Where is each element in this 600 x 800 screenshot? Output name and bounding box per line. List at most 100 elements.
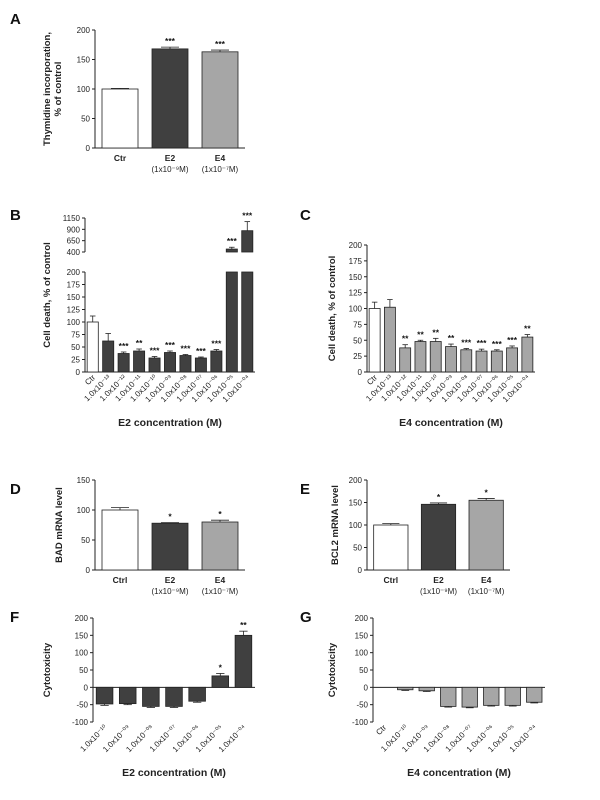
panel-b-xlabel: E2 concentration (M) — [118, 417, 222, 429]
panel-a-category-sublabel: (1x10⁻⁷M) — [202, 165, 239, 174]
panel-e-ytick-label: 150 — [349, 499, 363, 508]
panel-e: E 0 50 100 150 200 Ctrl * E2 (1x10⁻⁹M) * E4 (1x10⁻⁷… — [300, 476, 510, 596]
panel-f-ytick-label: 0 — [84, 683, 89, 692]
panel-b-significance: *** — [227, 236, 238, 246]
panel-d-category-sublabel: (1x10⁻⁷M) — [202, 587, 239, 596]
panel-b-significance: ** — [136, 338, 143, 348]
panel-e-letter: E — [300, 481, 310, 498]
panel-c-ylabel: Cell death, % of control — [327, 256, 338, 362]
panel-a-ytick-label: 150 — [77, 56, 91, 65]
panel-f-bar — [142, 686, 160, 707]
panel-b-ytick-label: 25 — [71, 356, 80, 365]
panel-a-ytick-label: 200 — [77, 26, 91, 35]
panel-d-category-label: Ctrl — [113, 575, 128, 585]
panel-f-bar — [95, 686, 114, 705]
panel-c-significance: *** — [477, 338, 488, 348]
panel-b-significance: *** — [211, 339, 222, 349]
panel-b-ytick-label: 125 — [67, 306, 81, 315]
panel-c-significance: *** — [461, 338, 472, 348]
panel-c-ytick-label: 0 — [358, 368, 363, 377]
panel-b-significance: *** — [150, 346, 161, 356]
panel-f-xlabel: E2 concentration (M) — [122, 767, 226, 779]
panel-d-ytick-label: 50 — [81, 536, 90, 545]
panel-f-bar — [188, 686, 206, 702]
panel-b-bar — [86, 321, 99, 373]
panel-b-bar — [148, 357, 161, 373]
panel-f-ytick-label: 200 — [75, 614, 89, 623]
panel-b-ylabel: Cell death, % of control — [42, 242, 53, 348]
panel-g-bar — [418, 686, 435, 692]
panel-b-ytick-label: 75 — [71, 331, 80, 340]
panel-a-ytick-label: 0 — [86, 144, 91, 153]
panel-d-category-label: E2 — [165, 575, 176, 585]
panel-c-significance: ** — [432, 327, 439, 337]
panel-e-category-label: E2 — [433, 575, 444, 585]
panel-b-bar — [210, 350, 223, 373]
panel-b-ytick-label: 0 — [76, 368, 81, 377]
panel-c-bar — [445, 346, 457, 373]
panel-a-bar — [201, 51, 239, 149]
panel-d-ytick-label: 100 — [77, 506, 91, 515]
panel-b-bar — [133, 350, 146, 373]
panel-c-bar — [460, 349, 473, 373]
panel-b-bar-upper — [225, 248, 238, 253]
panel-a-category-label: E2 — [165, 153, 176, 163]
panel-e-plot: 0 50 100 150 200 Ctrl * E2 (1x10⁻⁹M) * E4 (1x10⁻⁷M)… — [330, 476, 510, 596]
panel-g-ytick-label: -100 — [352, 718, 369, 727]
panel-e-bar — [420, 503, 457, 571]
panel-b: B 02550751001251501752004006509001150Ctr… — [10, 207, 255, 429]
panel-g: G -100-50050100150200Ctr1.0x10⁻¹⁰1.0x10⁻… — [300, 609, 545, 779]
panel-b-ytick-label: 400 — [67, 248, 81, 257]
panel-b-significance: *** — [196, 346, 207, 356]
panel-g-xlabel: E4 concentration (M) — [407, 767, 511, 779]
panel-d-bar — [151, 522, 189, 571]
panel-f-bar — [234, 634, 253, 688]
panel-c-ytick-label: 25 — [353, 352, 362, 361]
panel-d-ylabel: BAD mRNA level — [54, 487, 65, 563]
panel-b-significance: *** — [165, 340, 176, 350]
panel-a-letter: A — [10, 11, 21, 28]
panel-a-bar — [151, 48, 189, 149]
panel-f-significance: * — [219, 662, 223, 672]
panel-a-significance: *** — [215, 39, 226, 49]
panel-c-bar — [521, 336, 534, 373]
panel-c-bar — [429, 341, 442, 373]
panel-d-bar — [101, 509, 139, 571]
panel-a-ytick-label: 100 — [77, 85, 91, 94]
panel-a-plot: 0 50 100 150 200 Ctr *** E2 (1x10⁻⁹M) *** E4 (1x10⁻… — [42, 26, 245, 174]
panel-a-category-sublabel: (1x10⁻⁹M) — [152, 165, 189, 174]
panel-c-ytick-label: 50 — [353, 336, 362, 345]
panel-g-bar — [526, 686, 543, 703]
panel-a: A 0 50 100 150 200 Ctr *** E2 (1x10⁻⁹M) *** E4 (1x1… — [10, 11, 245, 174]
panel-f-ytick-label: 100 — [75, 649, 89, 658]
panel-c-significance: ** — [524, 324, 531, 334]
panel-e-ylabel: BCL2 mRNA level — [330, 485, 341, 565]
panel-a-category-label: Ctr — [114, 153, 127, 163]
panel-b-ytick-label: 50 — [71, 343, 80, 352]
panel-e-ytick-label: 0 — [358, 566, 363, 575]
panel-a-category-label: E4 — [215, 153, 226, 163]
panel-d-plot: 0 50 100 150 Ctrl * E2 (1x10⁻⁹M) * E4 (1x10⁻⁷M) BAD… — [54, 476, 245, 596]
panel-e-category-label: Ctrl — [384, 575, 399, 585]
panel-c-ytick-label: 100 — [349, 305, 363, 314]
panel-b-significance: *** — [119, 341, 130, 351]
panel-f: F -100-500501001502001.0x10⁻¹⁰1.0x10⁻⁰⁹1… — [10, 609, 255, 779]
panel-f-ylabel: Cytotoxicity — [42, 642, 53, 697]
panel-g-bar — [397, 686, 414, 691]
panel-b-bar — [241, 271, 254, 373]
panel-c-bar — [368, 308, 381, 373]
panel-b-bar — [194, 357, 207, 373]
panel-b-bar — [179, 355, 192, 373]
panel-f-bar — [118, 686, 137, 705]
panel-a-bar — [101, 88, 139, 149]
panel-b-bar — [225, 271, 238, 373]
panel-e-significance: * — [485, 487, 489, 497]
panel-e-category-sublabel: (1x10⁻⁹M) — [420, 587, 457, 596]
panel-b-ytick-label: 100 — [67, 318, 81, 327]
panel-a-ylabel: Thymidine incorporation, — [42, 32, 53, 146]
panel-b-letter: B — [10, 207, 21, 224]
panel-f-letter: F — [10, 609, 19, 626]
panel-g-ytick-label: 150 — [355, 631, 369, 640]
panel-g-ylabel: Cytotoxicity — [327, 642, 338, 697]
